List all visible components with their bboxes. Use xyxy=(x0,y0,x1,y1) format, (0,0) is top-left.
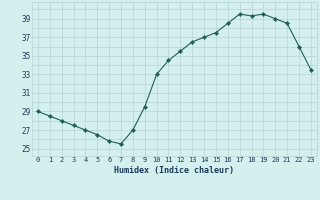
X-axis label: Humidex (Indice chaleur): Humidex (Indice chaleur) xyxy=(115,166,234,175)
